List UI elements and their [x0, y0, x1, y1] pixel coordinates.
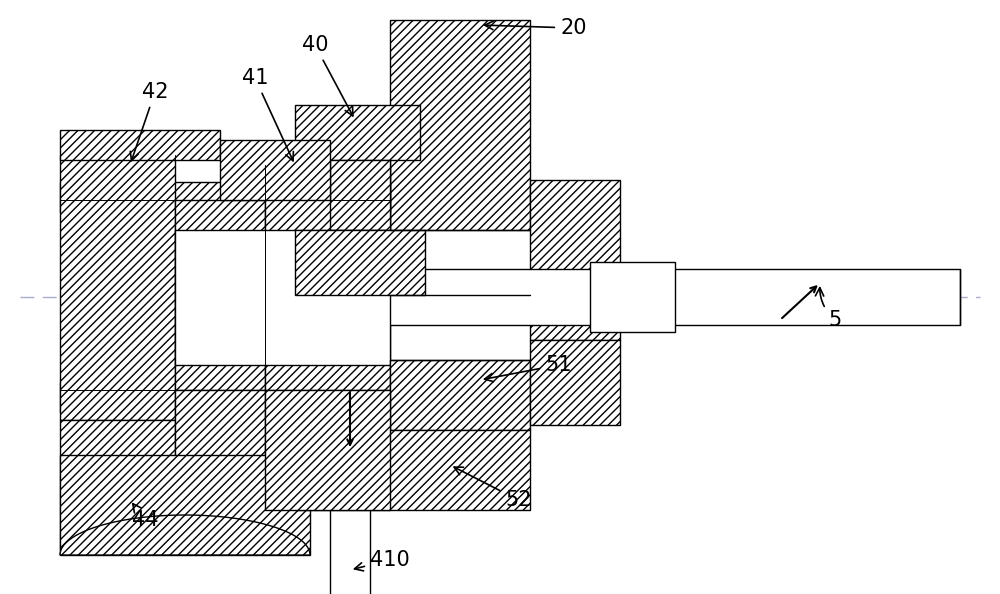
- Polygon shape: [60, 515, 310, 555]
- Text: 20: 20: [485, 18, 586, 38]
- Text: 41: 41: [242, 68, 293, 161]
- Polygon shape: [60, 155, 175, 420]
- Text: 52: 52: [454, 467, 532, 510]
- Text: 44: 44: [132, 504, 158, 530]
- Polygon shape: [295, 105, 420, 160]
- Polygon shape: [60, 382, 390, 412]
- Text: 42: 42: [130, 82, 168, 160]
- Polygon shape: [295, 430, 530, 510]
- Polygon shape: [60, 130, 220, 160]
- Polygon shape: [175, 230, 390, 365]
- Polygon shape: [530, 340, 620, 425]
- Polygon shape: [175, 390, 265, 550]
- Text: 5: 5: [815, 287, 842, 330]
- Polygon shape: [295, 230, 425, 295]
- Polygon shape: [60, 182, 390, 212]
- Text: 410: 410: [354, 550, 410, 571]
- Polygon shape: [345, 269, 960, 325]
- Polygon shape: [60, 455, 310, 555]
- Polygon shape: [175, 200, 265, 390]
- Polygon shape: [265, 390, 390, 510]
- Polygon shape: [220, 140, 330, 200]
- Polygon shape: [390, 360, 530, 430]
- Text: 40: 40: [302, 35, 353, 116]
- Text: 51: 51: [485, 355, 572, 382]
- Polygon shape: [590, 262, 675, 332]
- Polygon shape: [60, 420, 175, 550]
- Polygon shape: [390, 20, 530, 230]
- Polygon shape: [265, 165, 390, 390]
- Polygon shape: [530, 180, 620, 340]
- Polygon shape: [330, 160, 390, 230]
